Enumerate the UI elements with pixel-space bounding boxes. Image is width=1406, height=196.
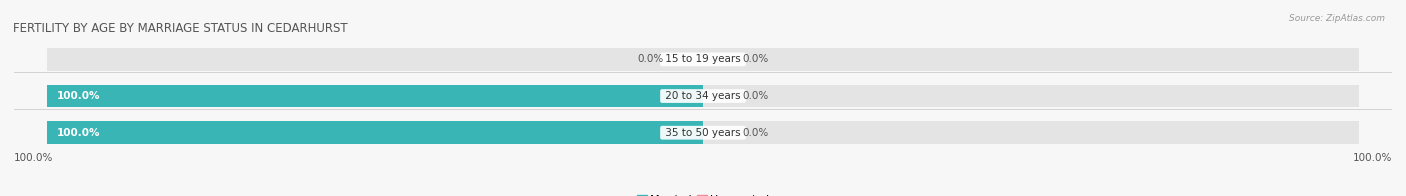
Text: 100.0%: 100.0% (1353, 153, 1392, 163)
Text: 100.0%: 100.0% (56, 91, 100, 101)
Text: 0.0%: 0.0% (637, 54, 664, 64)
Text: 35 to 50 years: 35 to 50 years (662, 128, 744, 138)
Bar (46, 48, 1360, 71)
Text: Source: ZipAtlas.com: Source: ZipAtlas.com (1289, 14, 1385, 23)
Text: 0.0%: 0.0% (742, 128, 769, 138)
Text: 0.0%: 0.0% (742, 91, 769, 101)
Legend: Married, Unmarried: Married, Unmarried (633, 190, 773, 196)
Text: 100.0%: 100.0% (14, 153, 53, 163)
Bar (46, 85, 703, 107)
Text: FERTILITY BY AGE BY MARRIAGE STATUS IN CEDARHURST: FERTILITY BY AGE BY MARRIAGE STATUS IN C… (13, 22, 347, 35)
Bar (46, 85, 1360, 107)
Text: 100.0%: 100.0% (56, 128, 100, 138)
Text: 20 to 34 years: 20 to 34 years (662, 91, 744, 101)
Text: 15 to 19 years: 15 to 19 years (662, 54, 744, 64)
Bar (46, 121, 1360, 144)
Text: 0.0%: 0.0% (742, 54, 769, 64)
Bar (46, 121, 703, 144)
